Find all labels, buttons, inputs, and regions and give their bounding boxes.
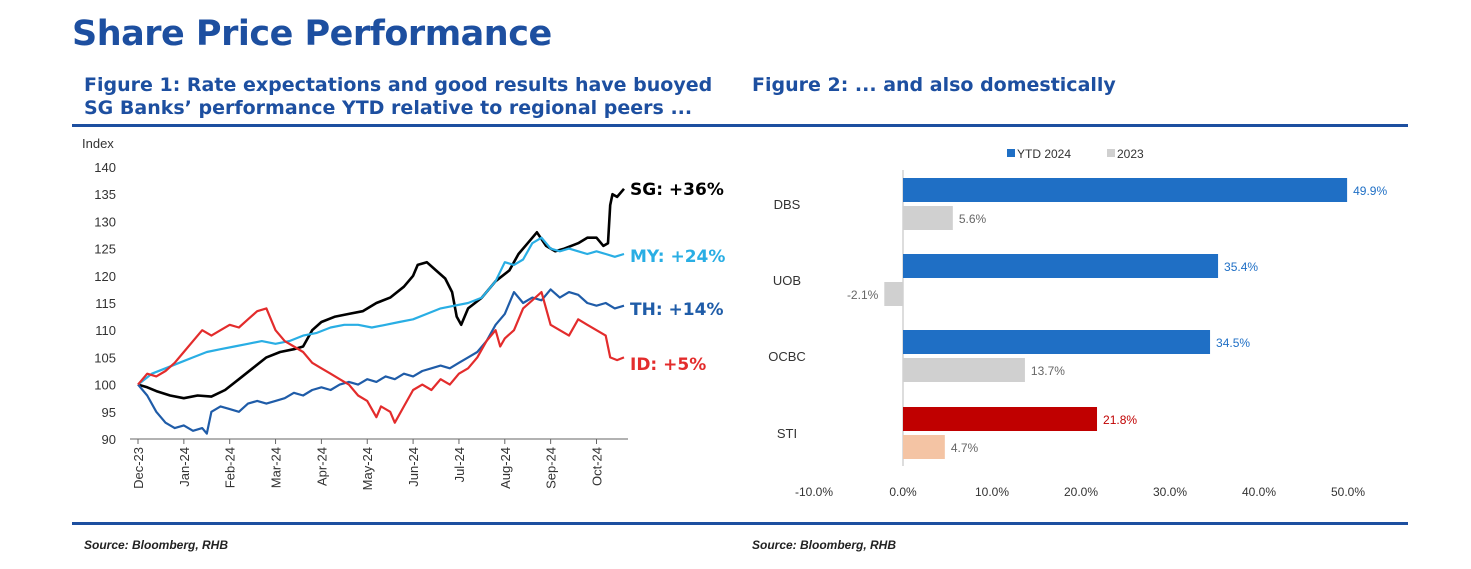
series-end-label-my: MY: +24% [630, 247, 725, 267]
y-tick-label-120: 120 [94, 269, 116, 284]
data-label-uob-ytd-2024: 35.4% [1224, 260, 1258, 274]
data-label-dbs-ytd-2024: 49.9% [1353, 184, 1387, 198]
category-label-uob: UOB [773, 273, 801, 288]
x-tick-label-Jun-24: Jun-24 [406, 447, 421, 487]
figure-2-source: Source: Bloomberg, RHB [752, 538, 897, 552]
x-tick-label-pct: 0.0% [889, 485, 917, 499]
y-tick-label-95: 95 [102, 405, 116, 420]
series-end-label-th: TH: +14% [630, 300, 723, 320]
x-tick-label-pct: 30.0% [1153, 485, 1187, 499]
data-label-dbs-2023: 5.6% [959, 212, 987, 226]
y-tick-label-90: 90 [102, 432, 116, 447]
legend-swatch-2023 [1107, 149, 1115, 157]
x-tick-label-Aug-24: Aug-24 [498, 447, 513, 489]
x-tick-label-Mar-24: Mar-24 [269, 447, 284, 488]
legend-label-ytd-2024: YTD 2024 [1017, 147, 1071, 161]
figure-1-title: Figure 1: Rate expectations and good res… [84, 74, 713, 119]
category-label-dbs: DBS [774, 197, 801, 212]
x-tick-label-pct: 40.0% [1242, 485, 1276, 499]
data-label-sti-2023: 4.7% [951, 441, 979, 455]
data-label-uob-2023: -2.1% [847, 288, 879, 302]
bar-sti-ytd-2024 [903, 407, 1098, 431]
bar-dbs-2023 [903, 206, 953, 230]
legend-label-2023: 2023 [1117, 147, 1144, 161]
series-line-my [137, 236, 625, 386]
bar-dbs-ytd-2024 [903, 178, 1348, 202]
top-divider [72, 124, 1408, 127]
y-tick-label-130: 130 [94, 214, 116, 229]
y-tick-label-100: 100 [94, 378, 116, 393]
y-tick-label-140: 140 [94, 160, 116, 175]
y-tick-label-115: 115 [95, 296, 116, 311]
series-line-sg [137, 187, 625, 400]
x-tick-label-May-24: May-24 [360, 447, 375, 490]
x-tick-label-Sep-24: Sep-24 [544, 447, 559, 489]
x-tick-label-Dec-23: Dec-23 [131, 447, 146, 489]
y-tick-label-135: 135 [94, 187, 116, 202]
category-label-sti: STI [777, 426, 797, 441]
bottom-divider [72, 522, 1408, 525]
bar-uob-2023 [884, 282, 903, 306]
y-tick-label-110: 110 [95, 323, 116, 338]
x-tick-label-pct: 20.0% [1064, 485, 1098, 499]
y-axis-title: Index [82, 136, 114, 151]
bar-sti-2023 [903, 435, 945, 459]
bar-uob-ytd-2024 [903, 254, 1219, 278]
page-title: Share Price Performance [72, 14, 552, 54]
x-tick-label-pct: 10.0% [975, 485, 1009, 499]
data-label-ocbc-ytd-2024: 34.5% [1216, 336, 1250, 350]
x-tick-label-pct: -10.0% [795, 485, 833, 499]
legend-swatch-ytd-2024 [1007, 149, 1015, 157]
y-tick-label-105: 105 [94, 350, 116, 365]
series-line-id [137, 291, 625, 424]
category-label-ocbc: OCBC [768, 349, 806, 364]
data-label-ocbc-2023: 13.7% [1031, 364, 1065, 378]
x-tick-label-Feb-24: Feb-24 [223, 447, 238, 488]
figure-1-source: Source: Bloomberg, RHB [84, 538, 229, 552]
bar-ocbc-ytd-2024 [903, 330, 1211, 354]
bar-ocbc-2023 [903, 358, 1025, 382]
x-tick-label-Oct-24: Oct-24 [589, 447, 604, 486]
data-label-sti-ytd-2024: 21.8% [1103, 413, 1137, 427]
y-tick-label-125: 125 [94, 242, 116, 257]
series-end-label-sg: SG: +36% [630, 180, 724, 200]
series-line-th [137, 288, 625, 435]
figure-2-title: Figure 2: ... and also domestically [752, 74, 1116, 96]
series-end-label-id: ID: +5% [630, 355, 706, 375]
x-tick-label-pct: 50.0% [1331, 485, 1365, 499]
x-tick-label-Apr-24: Apr-24 [314, 447, 329, 486]
x-tick-label-Jan-24: Jan-24 [177, 447, 192, 487]
x-tick-label-Jul-24: Jul-24 [452, 447, 467, 482]
